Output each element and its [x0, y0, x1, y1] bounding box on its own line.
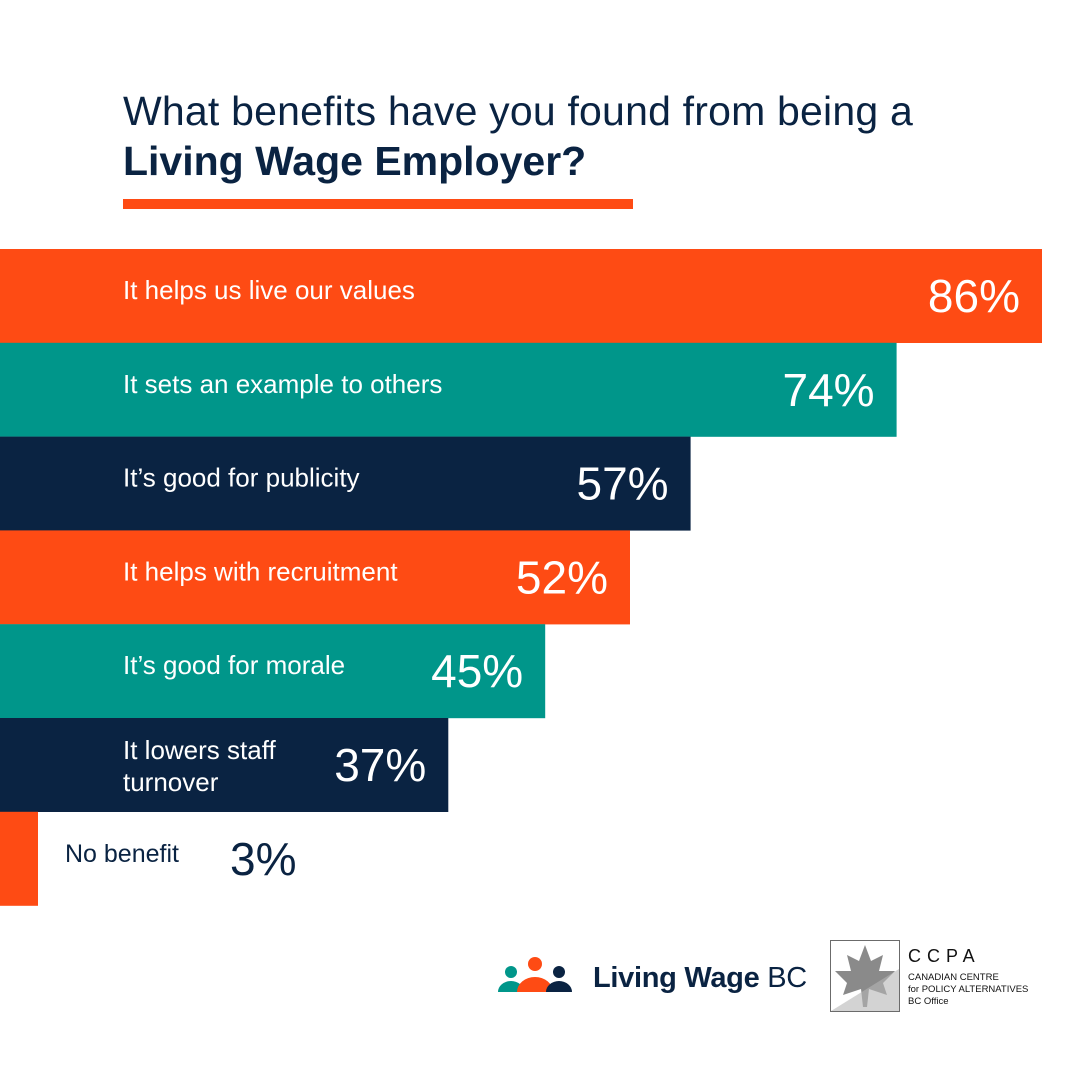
value-label-2: 74% — [783, 364, 875, 416]
bar-6 — [0, 718, 449, 812]
living-wage-wordmark-bc: BC — [767, 962, 807, 994]
category-label-7: No benefit — [65, 840, 179, 868]
category-label-5: It’s good for morale — [123, 650, 345, 680]
ccpa-logo: CCPA CANADIAN CENTRE for POLICY ALTERNAT… — [830, 940, 1050, 1014]
ccpa-line-2: for POLICY ALTERNATIVES — [908, 984, 1029, 995]
category-label-2: It sets an example to others — [123, 369, 442, 399]
people-icon — [498, 957, 572, 992]
category-label-3: It’s good for publicity — [123, 463, 360, 493]
value-label-1: 86% — [928, 270, 1020, 322]
bar-7 — [0, 811, 38, 906]
category-label-4: It helps with recruitment — [123, 556, 398, 586]
value-label-6: 37% — [334, 739, 426, 791]
category-label-1: It helps us live our values — [123, 275, 415, 305]
maple-leaf-icon — [830, 940, 900, 1012]
value-label-5: 45% — [431, 645, 523, 697]
ccpa-full-name: CANADIAN CENTRE for POLICY ALTERNATIVES … — [908, 972, 1028, 1008]
value-label-4: 52% — [516, 551, 608, 603]
living-wage-bc-logo: Living Wage BC — [497, 950, 807, 1010]
bar-2 — [0, 342, 897, 437]
chart-title: What benefits have you found from being … — [123, 86, 1023, 186]
ccpa-acronym: CCPA — [908, 946, 981, 966]
bar-5 — [0, 624, 546, 719]
chart-title-line-1: What benefits have you found from being … — [123, 88, 913, 134]
living-wage-wordmark-bold: Living Wage — [593, 962, 760, 994]
category-label-6: It lowers staff turnover — [123, 735, 276, 797]
bar-4 — [0, 530, 630, 625]
chart-title-line-2: Living Wage Employer? — [123, 138, 587, 184]
ccpa-line-1: CANADIAN CENTRE — [908, 972, 999, 983]
living-wage-bc-wordmark: Living Wage BC — [593, 962, 807, 995]
bar-1 — [0, 249, 1042, 343]
value-label-7: 3% — [230, 833, 296, 885]
title-underline — [123, 199, 633, 209]
bar-3 — [0, 436, 691, 531]
ccpa-line-3: BC Office — [908, 996, 949, 1007]
value-label-3: 57% — [577, 458, 669, 510]
